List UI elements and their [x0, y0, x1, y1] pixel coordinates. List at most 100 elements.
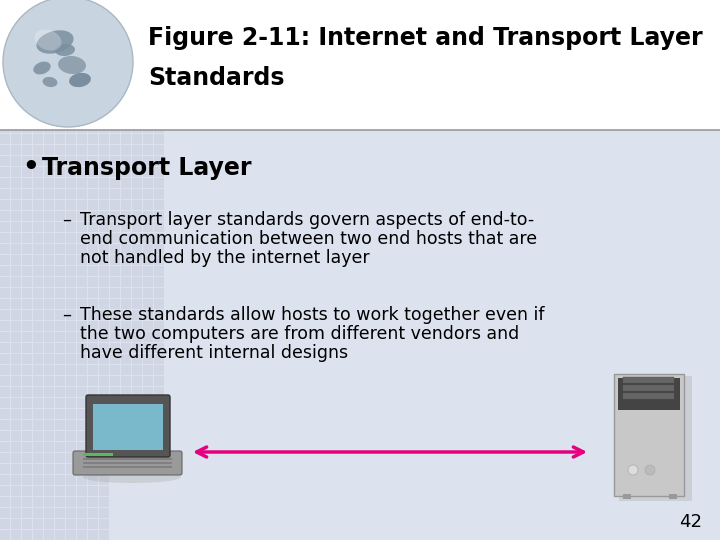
Bar	[55, 475, 65, 485]
FancyBboxPatch shape	[86, 395, 170, 457]
Bar	[22, 464, 32, 474]
Bar	[99, 398, 109, 408]
Bar	[132, 145, 142, 155]
Bar	[22, 376, 32, 386]
Bar	[99, 354, 109, 364]
Bar	[11, 530, 21, 540]
Bar	[132, 222, 142, 232]
Bar	[88, 453, 98, 463]
Bar	[132, 156, 142, 166]
Bar	[66, 233, 76, 243]
Bar	[0, 497, 10, 507]
Bar	[33, 178, 43, 188]
Bar	[44, 222, 54, 232]
Bar	[132, 233, 142, 243]
Bar	[11, 442, 21, 452]
Bar	[55, 266, 65, 276]
Bar	[99, 376, 109, 386]
Bar	[99, 255, 109, 265]
Bar	[143, 398, 153, 408]
Ellipse shape	[33, 62, 50, 75]
Bar	[77, 398, 87, 408]
Bar	[83, 458, 172, 460]
Bar	[0, 0, 720, 130]
Bar	[132, 398, 142, 408]
Bar	[22, 420, 32, 430]
Bar	[66, 453, 76, 463]
Bar	[11, 420, 21, 430]
Bar	[44, 431, 54, 441]
Bar	[22, 178, 32, 188]
Bar	[121, 354, 131, 364]
Bar	[88, 123, 98, 133]
Ellipse shape	[83, 471, 181, 483]
Text: Transport Layer: Transport Layer	[42, 156, 251, 180]
Bar	[88, 321, 98, 331]
Bar	[110, 376, 120, 386]
Bar	[99, 167, 109, 177]
Bar	[0, 266, 10, 276]
Bar	[66, 288, 76, 298]
Bar	[110, 156, 120, 166]
Bar	[143, 288, 153, 298]
Bar	[121, 376, 131, 386]
Bar	[44, 310, 54, 320]
Bar	[55, 376, 65, 386]
Bar	[44, 321, 54, 331]
Bar	[44, 464, 54, 474]
Bar	[154, 255, 164, 265]
Bar	[110, 299, 120, 309]
Bar	[88, 222, 98, 232]
Bar	[132, 299, 142, 309]
Bar	[55, 299, 65, 309]
Bar	[11, 464, 21, 474]
Bar	[33, 222, 43, 232]
Bar	[33, 475, 43, 485]
Bar	[22, 222, 32, 232]
Bar	[44, 343, 54, 353]
Bar	[66, 189, 76, 199]
Bar	[0, 145, 10, 155]
Bar	[110, 266, 120, 276]
Bar	[11, 211, 21, 221]
Bar	[11, 178, 21, 188]
Bar	[0, 134, 10, 144]
Bar	[44, 420, 54, 430]
Bar	[110, 255, 120, 265]
Bar	[132, 211, 142, 221]
Bar	[0, 442, 10, 452]
Bar	[11, 277, 21, 287]
Ellipse shape	[35, 30, 62, 51]
Bar	[55, 442, 65, 452]
Bar	[77, 321, 87, 331]
Bar	[44, 189, 54, 199]
Bar	[88, 508, 98, 518]
Bar	[33, 376, 43, 386]
Bar	[11, 321, 21, 331]
Bar	[132, 321, 142, 331]
Bar	[55, 354, 65, 364]
Bar	[77, 233, 87, 243]
Bar	[0, 167, 10, 177]
Bar	[143, 310, 153, 320]
Bar	[99, 519, 109, 529]
Bar	[110, 398, 120, 408]
Bar	[22, 409, 32, 419]
Bar	[121, 409, 131, 419]
Bar	[143, 277, 153, 287]
Bar	[121, 222, 131, 232]
Bar	[110, 354, 120, 364]
Bar	[77, 508, 87, 518]
FancyBboxPatch shape	[623, 393, 673, 399]
Bar	[88, 310, 98, 320]
Bar	[99, 321, 109, 331]
Bar	[77, 442, 87, 452]
Bar	[55, 486, 65, 496]
Bar	[132, 354, 142, 364]
Bar	[154, 420, 164, 430]
Bar	[77, 189, 87, 199]
Bar	[143, 200, 153, 210]
Bar	[88, 288, 98, 298]
Bar	[143, 387, 153, 397]
Bar	[143, 145, 153, 155]
